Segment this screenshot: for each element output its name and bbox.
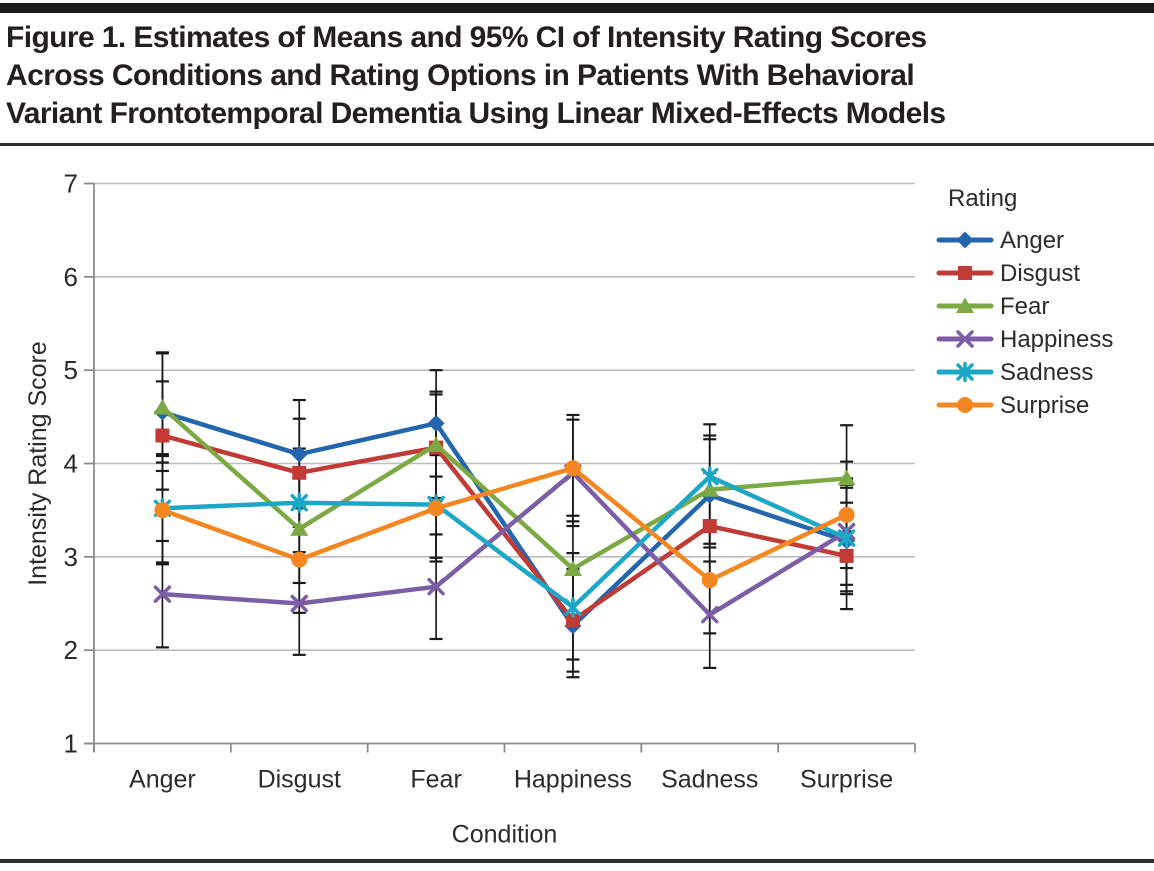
legend-item-label: Fear xyxy=(1000,293,1049,320)
series-line-surprise xyxy=(160,465,849,583)
marker-anger xyxy=(290,445,308,463)
legend-marker-anger-icon xyxy=(956,231,974,249)
marker-happiness xyxy=(290,594,308,613)
figure-title-line-3: Variant Frontotemporal Dementia Using Li… xyxy=(6,97,946,130)
legend-item-label: Happiness xyxy=(1000,326,1113,353)
y-tick-label: 7 xyxy=(64,169,78,199)
series-line-anger xyxy=(160,409,849,629)
marker-disgust xyxy=(292,465,307,480)
series-line-happiness xyxy=(160,470,849,617)
marker-surprise xyxy=(291,551,308,568)
x-category-label: Anger xyxy=(129,766,196,794)
marker-fear xyxy=(700,481,719,497)
legend-item-label: Surprise xyxy=(1000,392,1089,419)
marker-sadness xyxy=(837,527,856,549)
y-tick-label: 2 xyxy=(64,635,78,665)
legend-marker-surprise-icon xyxy=(957,397,973,413)
legend-marker-fear-icon xyxy=(956,297,974,313)
legend-marker-sadness-icon xyxy=(956,361,974,383)
legend-item-label: Anger xyxy=(1000,227,1064,254)
marker-anger xyxy=(427,414,445,432)
top-border-bar xyxy=(0,3,1154,13)
marker-fear xyxy=(290,520,309,536)
x-category-label: Sadness xyxy=(661,766,758,794)
series-line-sadness xyxy=(160,474,849,610)
y-tick-label: 3 xyxy=(64,542,78,572)
legend-marker-happiness-icon xyxy=(956,330,974,348)
marker-happiness xyxy=(153,585,172,603)
marker-surprise xyxy=(564,460,581,477)
legend-title: Rating xyxy=(948,185,1017,212)
marker-fear xyxy=(563,560,582,576)
x-category-label: Fear xyxy=(410,766,461,794)
marker-sadness xyxy=(701,466,719,487)
y-tick-label: 1 xyxy=(64,729,78,759)
x-axis-title: Condition xyxy=(452,821,558,849)
marker-happiness xyxy=(427,577,445,596)
legend-item-label: Disgust xyxy=(1000,260,1080,287)
legend-marker-disgust-icon xyxy=(958,266,972,280)
title-divider xyxy=(0,143,1154,146)
figure-title-line-1: Figure 1. Estimates of Means and 95% CI … xyxy=(6,21,927,54)
y-tick-label: 6 xyxy=(64,262,78,292)
marker-disgust xyxy=(565,613,580,628)
marker-surprise xyxy=(838,506,855,523)
marker-disgust xyxy=(839,548,854,563)
series-line-disgust xyxy=(160,433,849,623)
x-category-label: Surprise xyxy=(800,766,893,794)
marker-happiness xyxy=(701,605,719,624)
x-category-label: Disgust xyxy=(258,766,341,794)
figure-title-line-2: Across Conditions and Rating Options in … xyxy=(6,59,915,92)
marker-sadness xyxy=(564,596,582,618)
marker-fear xyxy=(427,436,446,452)
figure-title: Figure 1. Estimates of Means and 95% CI … xyxy=(6,19,1152,133)
marker-sadness xyxy=(290,492,308,513)
bottom-border-bar xyxy=(0,859,1154,863)
marker-surprise xyxy=(428,500,445,517)
marker-fear xyxy=(837,469,856,486)
marker-surprise xyxy=(701,572,718,589)
x-category-label: Happiness xyxy=(514,766,632,794)
marker-fear xyxy=(153,399,172,415)
y-axis-title: Intensity Rating Score xyxy=(24,341,52,586)
marker-disgust xyxy=(155,428,170,443)
y-tick-label: 5 xyxy=(64,355,78,385)
marker-disgust xyxy=(702,519,717,534)
marker-surprise xyxy=(154,502,171,519)
legend-item-label: Sadness xyxy=(1000,359,1093,386)
y-tick-label: 4 xyxy=(64,449,78,479)
